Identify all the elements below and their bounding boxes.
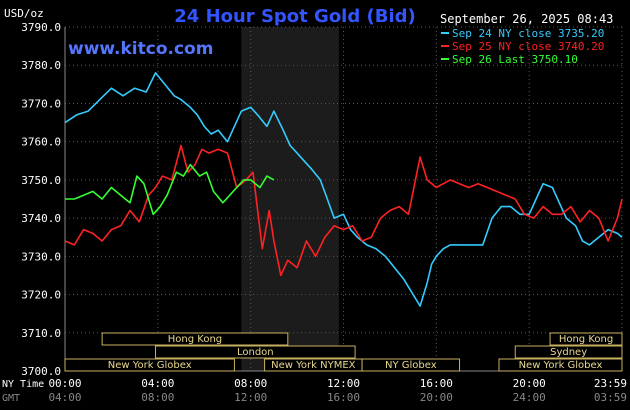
session-top-box: [549, 332, 623, 346]
x-tick-label: 20:00: [420, 391, 453, 404]
x-tick-label: 08:00: [141, 391, 174, 404]
y-tick-label: 3760.0: [21, 136, 61, 149]
x-tick-label: 08:00: [234, 377, 267, 390]
market-sessions: Hong Kong Hong Kong London Sydney New York G…: [64, 332, 623, 372]
session-mid-box: [155, 345, 356, 359]
x-row-label: NY Time: [2, 379, 44, 390]
series-line-2: [64, 144, 623, 277]
x-tick-label: 12:00: [327, 377, 360, 390]
y-tick-label: 3750.0: [21, 174, 61, 187]
y-tick-label: 3710.0: [21, 327, 61, 340]
y-axis-unit-label: USD/oz: [4, 7, 44, 20]
y-tick-label: 3780.0: [21, 59, 61, 72]
x-tick-label: 04:00: [141, 377, 174, 390]
session-bottom-label: New York Globex: [108, 360, 192, 371]
session-bottom-label: NY Globex: [385, 360, 437, 371]
x-tick-label: 16:00: [327, 391, 360, 404]
x-tick-label: 04:00: [48, 391, 81, 404]
session-top-label: Hong Kong: [559, 334, 613, 345]
y-axis-tick-labels: 3790.0 3780.0 3770.0 3760.0 3750.0 3740.0 3730…: [21, 21, 61, 378]
series-line-3: [65, 163, 275, 216]
chart-title: 24 Hour Spot Gold (Bid): [174, 6, 415, 27]
x-tick-label: 16:00: [420, 377, 453, 390]
source-label: www.kitco.com: [68, 39, 213, 59]
y-tick-label: 3700.0: [21, 365, 61, 378]
y-tick-label: 3720.0: [21, 289, 61, 302]
session-bottom-label: New York NYMEX: [271, 360, 356, 371]
series-line-1: [64, 72, 623, 307]
x-tick-label: 24:00: [513, 391, 546, 404]
session-bottom-box: [498, 358, 623, 372]
session-bottom-box: [361, 358, 461, 372]
shaded-time-range: [241, 27, 339, 371]
session-bottom-label: New York Globex: [519, 360, 603, 371]
session-top-label: Hong Kong: [168, 334, 222, 345]
x-axis-tick-labels: NY Time 00:00 04:00 08:00 12:00 16:00 20:00 23:…: [2, 377, 627, 404]
y-tick-label: 3740.0: [21, 212, 61, 225]
y-tick-label: 3730.0: [21, 250, 61, 263]
session-mid-box: [514, 345, 623, 359]
y-tick-label: 3770.0: [21, 97, 61, 110]
series-lines: [64, 72, 623, 307]
legend-entry: Sep 25 NY close 3740.20: [452, 40, 604, 53]
chart-datetime: September 26, 2025 08:43: [440, 12, 613, 26]
x-row-label: GMT: [2, 393, 20, 404]
legend-entry: Sep 24 NY close 3735.20: [452, 27, 604, 40]
legend-entry: Sep 26 Last 3750.10: [452, 53, 578, 66]
session-mid-label: Sydney: [550, 347, 587, 358]
x-tick-label: 20:00: [513, 377, 546, 390]
x-tick-label: 12:00: [234, 391, 267, 404]
x-tick-label: 03:59: [594, 391, 627, 404]
session-mid-label: London: [237, 347, 274, 358]
session-bottom-box: [64, 358, 235, 372]
x-tick-label: 00:00: [48, 377, 81, 390]
x-tick-label: 23:59: [594, 377, 627, 390]
session-top-box: [101, 332, 289, 346]
y-tick-label: 3790.0: [21, 21, 61, 34]
